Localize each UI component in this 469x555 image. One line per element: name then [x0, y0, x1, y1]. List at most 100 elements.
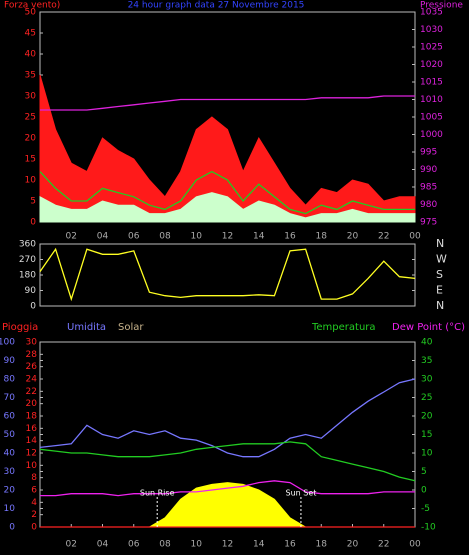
series-area [39, 192, 416, 223]
y-tick-label: 15 [25, 155, 36, 165]
y-tick-label: 360 [19, 240, 36, 250]
y3-tick-label: 18 [26, 412, 38, 422]
legend-label: Dew Point (°C) [392, 322, 465, 333]
x-tick-label: 12 [222, 540, 233, 550]
plot-frame [39, 243, 416, 307]
y2-tick-label: 1005 [420, 113, 443, 123]
legend-label: Temperatura [311, 322, 376, 333]
x-tick-label: 12 [222, 232, 233, 242]
y2-tick-label: 30 [421, 375, 433, 385]
annotation: Sun Rise [140, 489, 175, 498]
x-tick-label: 16 [284, 232, 296, 242]
y-tick-label: 70 [4, 393, 16, 403]
y-tick-label: 45 [25, 29, 36, 39]
y3-tick-label: 2 [31, 510, 37, 520]
x-tick-label: 22 [378, 232, 389, 242]
y3-tick-label: 4 [31, 498, 37, 508]
y-tick-label: 60 [4, 412, 16, 422]
series-area [39, 74, 416, 223]
y-tick-label: 0 [30, 302, 36, 312]
y2-tick-label: 0 [421, 486, 427, 496]
y-tick-label: 20 [25, 134, 37, 144]
y2-tick-label: 985 [420, 183, 437, 193]
y2-tick-label: 980 [420, 200, 437, 210]
chart-title: 24 hour graph data 27 Novembre 2015 [128, 1, 305, 11]
x-tick-label: 06 [128, 232, 140, 242]
y3-tick-label: 0 [31, 523, 37, 533]
x-tick-label: 00 [409, 232, 421, 242]
y2-tick-label: 1025 [420, 43, 443, 53]
y2-tick-label: W [436, 253, 447, 266]
y-tick-label: 100 [0, 338, 15, 348]
y2-tick-label: 35 [421, 356, 432, 366]
y2-tick-label: 1020 [420, 60, 443, 70]
x-tick-label: 16 [284, 540, 296, 550]
y2-tick-label: 995 [420, 148, 437, 158]
y-tick-label: 0 [30, 218, 36, 228]
y-tick-label: 40 [25, 50, 37, 60]
series-line [39, 378, 416, 458]
x-tick-label: 02 [66, 540, 77, 550]
y2-axis-label: Pressione [420, 1, 463, 11]
y-tick-label: 50 [4, 430, 16, 440]
series-line [39, 247, 416, 302]
x-tick-label: 18 [316, 232, 328, 242]
y3-tick-label: 12 [26, 449, 37, 459]
y2-tick-label: N [436, 237, 444, 250]
y-tick-label: 80 [4, 375, 16, 385]
y3-tick-label: 10 [26, 461, 38, 471]
legend-label: Umidita [67, 322, 106, 333]
y2-tick-label: -10 [421, 523, 436, 533]
y2-tick-label: 25 [421, 393, 432, 403]
y-tick-label: 270 [19, 255, 36, 265]
x-tick-label: 14 [253, 540, 265, 550]
series-line [39, 441, 416, 482]
y-tick-label: 90 [4, 356, 16, 366]
y2-tick-label: 975 [420, 218, 437, 228]
x-tick-label: 08 [159, 232, 171, 242]
y-tick-label: 40 [4, 449, 16, 459]
y-tick-label: 10 [4, 504, 16, 514]
x-tick-label: 14 [253, 232, 265, 242]
legend-label: Solar [118, 322, 144, 333]
y3-tick-label: 20 [26, 399, 38, 409]
y-tick-label: 35 [25, 71, 36, 81]
x-tick-label: 20 [347, 540, 359, 550]
x-tick-label: 00 [409, 540, 421, 550]
y2-tick-label: 20 [421, 412, 433, 422]
y2-tick-label: 15 [421, 430, 432, 440]
legend-label: Pioggia [2, 322, 38, 333]
y-tick-label: 10 [25, 176, 37, 186]
x-tick-label: 20 [347, 232, 359, 242]
y2-tick-label: S [436, 268, 443, 281]
y3-tick-label: 26 [26, 362, 38, 372]
x-tick-label: 02 [66, 232, 77, 242]
x-tick-label: 22 [378, 540, 389, 550]
y-axis-label: Forza vento) [4, 1, 60, 11]
y-tick-label: 30 [4, 467, 16, 477]
annotation: Sun Set [285, 489, 316, 498]
y3-tick-label: 28 [26, 350, 38, 360]
y3-tick-label: 24 [26, 375, 38, 385]
y2-tick-label: 40 [421, 338, 433, 348]
y-tick-label: 5 [30, 197, 36, 207]
y3-tick-label: 14 [26, 436, 38, 446]
y2-tick-label: 1015 [420, 78, 443, 88]
y-tick-label: 50 [25, 8, 37, 18]
y2-tick-label: -5 [421, 504, 430, 514]
y3-tick-label: 22 [26, 387, 37, 397]
y2-tick-label: 1000 [420, 130, 443, 140]
y-tick-label: 25 [25, 113, 36, 123]
y3-tick-label: 16 [26, 424, 38, 434]
y-tick-label: 20 [4, 486, 16, 496]
series-line [40, 95, 415, 111]
y2-tick-label: 1035 [420, 8, 443, 18]
series-area [40, 482, 415, 528]
x-tick-label: 08 [159, 540, 171, 550]
y2-tick-label: 5 [421, 467, 427, 477]
y-tick-label: 0 [9, 523, 15, 533]
y3-tick-label: 30 [26, 338, 38, 348]
x-tick-label: 18 [316, 540, 328, 550]
y2-tick-label: N [436, 299, 444, 312]
